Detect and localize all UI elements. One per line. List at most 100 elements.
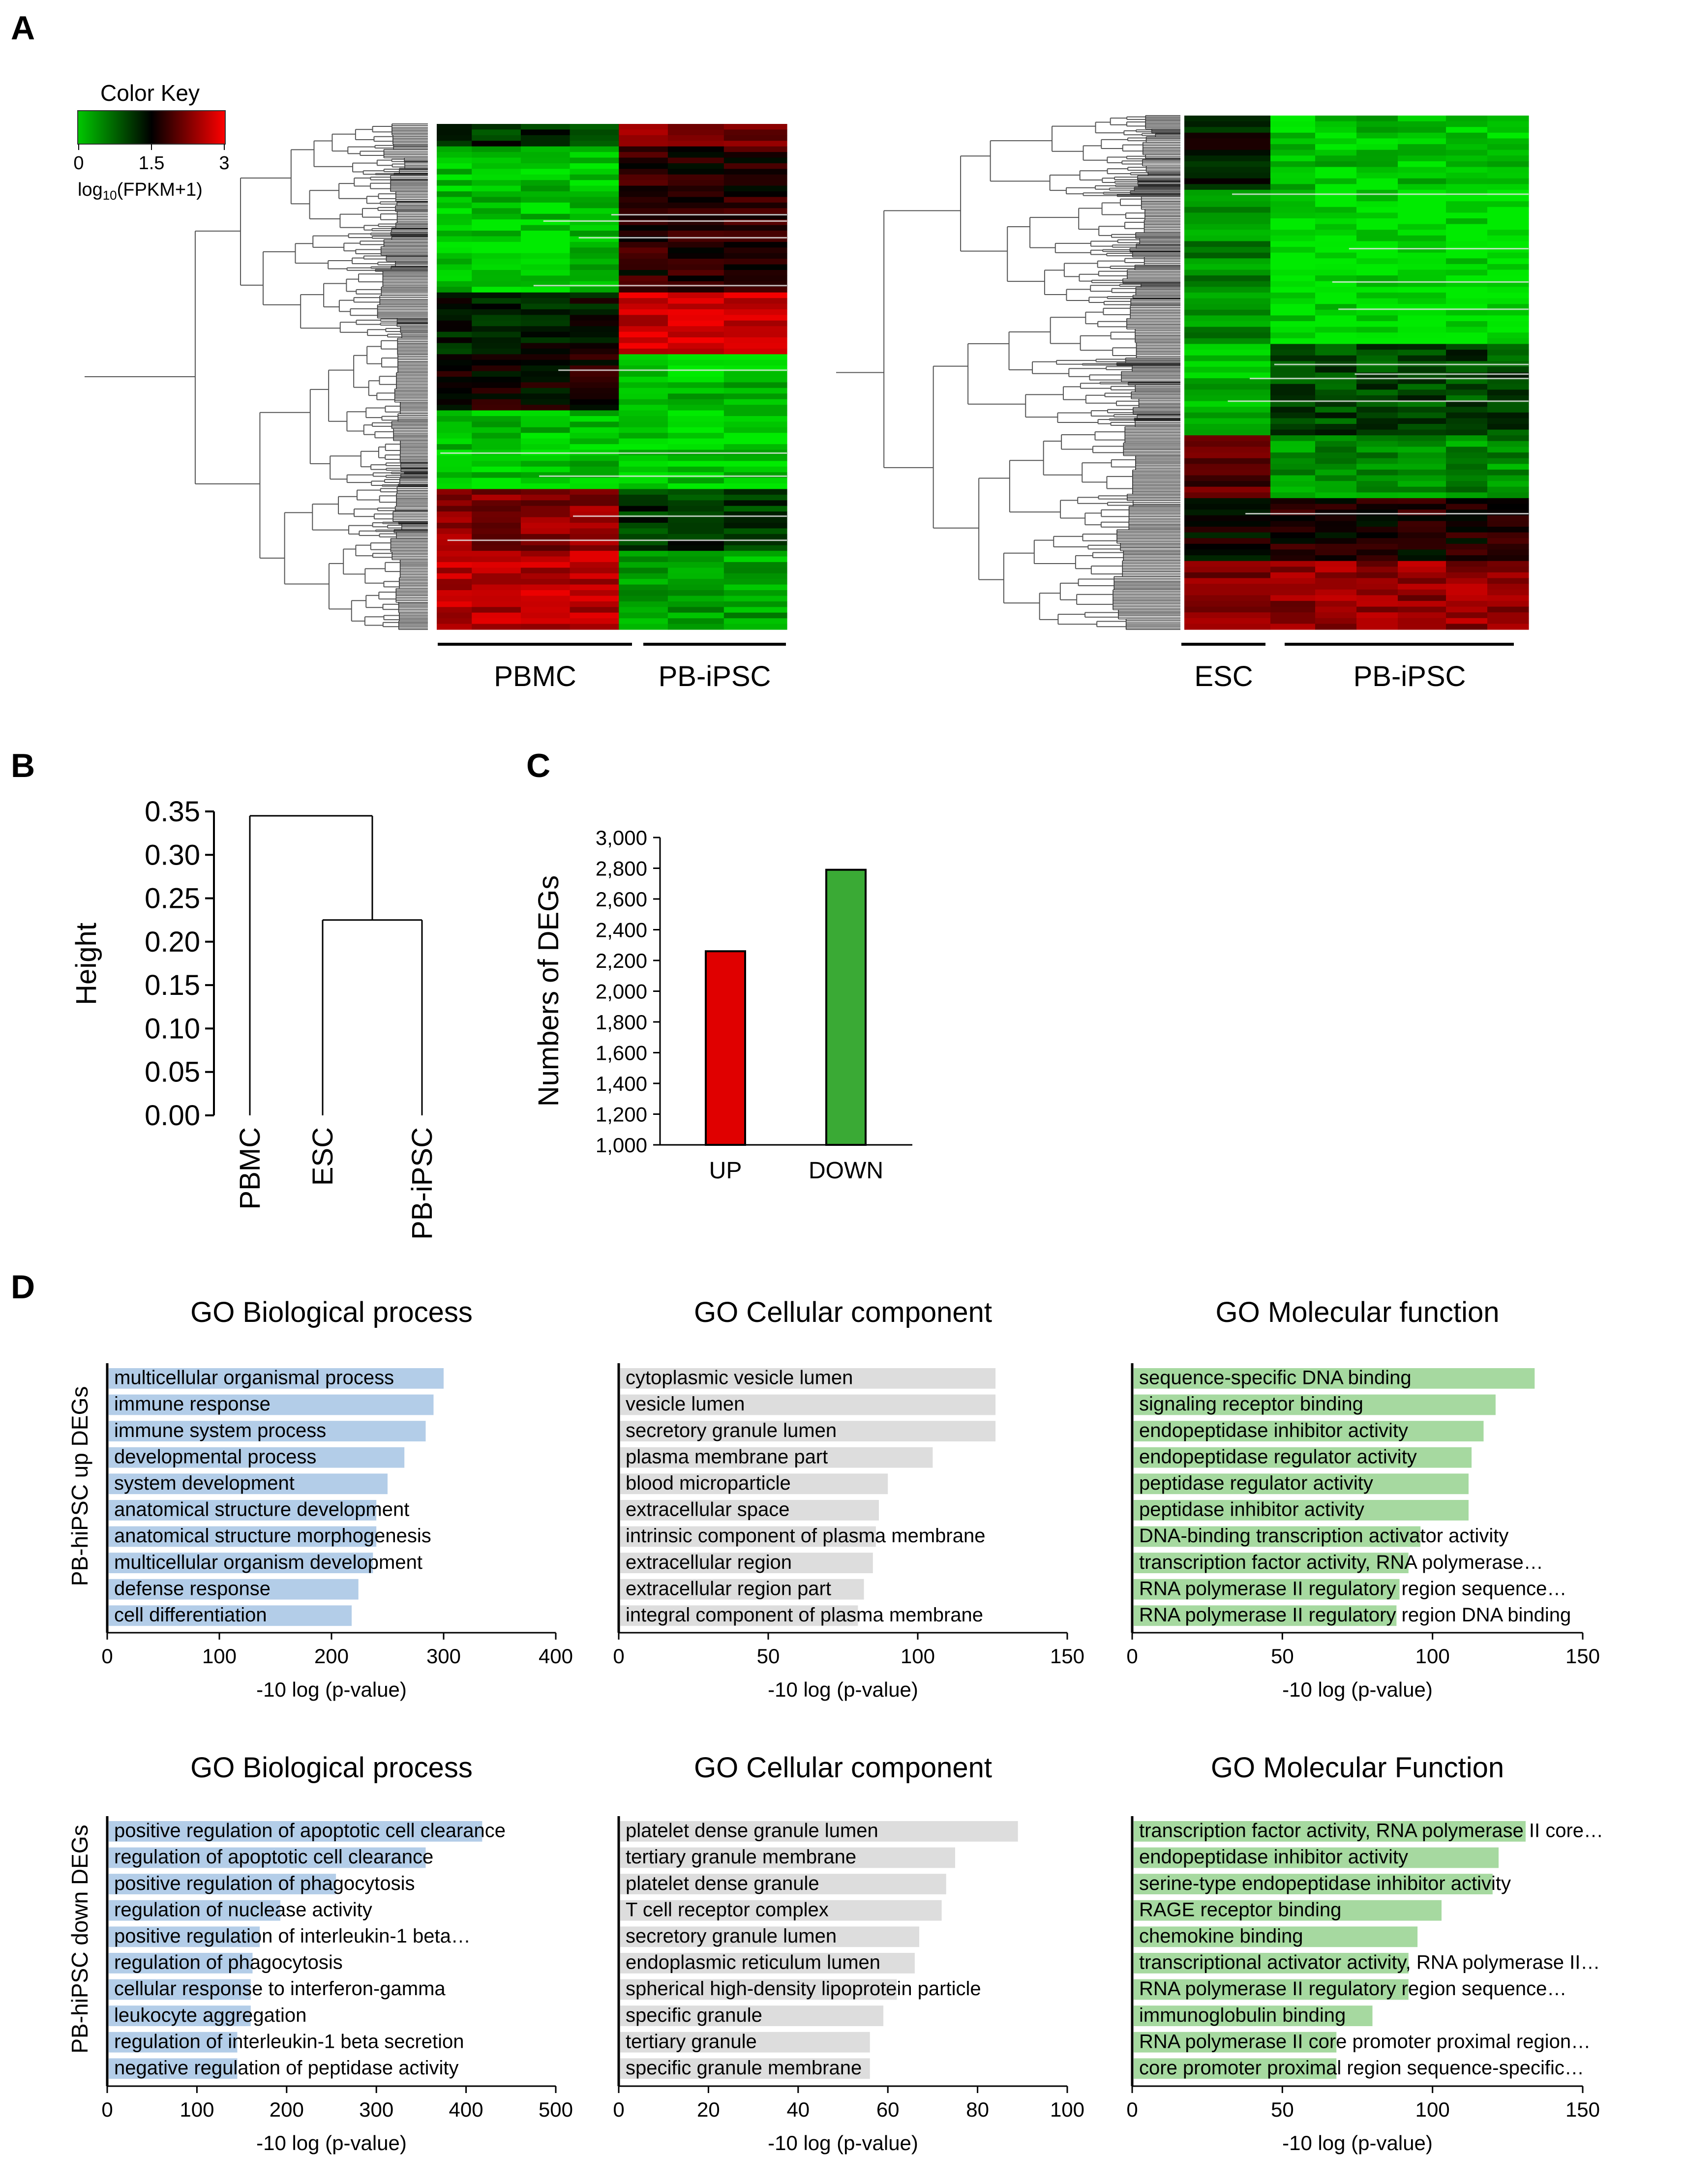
- left-heatmap-cell: [723, 337, 787, 343]
- go-d-up-bp-x-tick-label: 400: [539, 1645, 573, 1668]
- left-heatmap-cell: [472, 157, 521, 164]
- left-heatmap-cell: [667, 551, 724, 557]
- go-d-up-cc-x-tick-label: 100: [901, 1645, 935, 1668]
- left-heatmap-cell: [619, 180, 668, 186]
- left-heatmap-cell: [520, 309, 571, 315]
- left-heatmap-cell: [619, 124, 668, 130]
- right-heatmap-cell: [1270, 606, 1316, 613]
- left-heatmap-cell: [472, 292, 521, 299]
- right-heatmap-cell: [1398, 407, 1446, 413]
- left-heatmap-cell: [437, 494, 472, 501]
- left-heatmap-cell: [619, 539, 668, 546]
- left-heatmap-cell: [437, 298, 472, 304]
- right-heatmap-cell: [1446, 132, 1488, 139]
- left-heatmap-cell: [667, 556, 724, 563]
- left-heatmap-cell: [667, 427, 724, 433]
- go-d-up-cc-bar: [620, 1368, 996, 1389]
- right-heatmap-cell: [1315, 127, 1357, 133]
- left-heatmap-cell: [437, 517, 472, 523]
- go-d-down-cc-x-tick-label: 80: [966, 2098, 989, 2121]
- go-d-down-mf-x-tick-label: 0: [1126, 2098, 1138, 2121]
- left-heatmap-cell: [619, 298, 668, 304]
- go-d-up-cc-bar: [620, 1394, 996, 1415]
- right-heatmap-cell: [1356, 344, 1398, 350]
- left-heatmap-cell: [472, 472, 521, 479]
- go-d-up-cc-bar-label: cytoplasmic vesicle lumen: [626, 1367, 853, 1389]
- right-heatmap-cell: [1398, 184, 1446, 190]
- go-d-up-bp-bar: [109, 1473, 388, 1495]
- left-heatmap-cell: [667, 573, 724, 579]
- right-heatmap-cell: [1184, 309, 1271, 316]
- left-heatmap-cell: [472, 421, 521, 428]
- right-heatmap-cell: [1270, 384, 1316, 390]
- go-d-down-cc-x-tick-label: 60: [876, 2098, 900, 2121]
- right-heatmap-cell: [1315, 224, 1357, 230]
- left-heatmap-cell: [723, 596, 787, 602]
- right-heatmap-cell: [1356, 429, 1398, 436]
- right-heatmap-cell: [1398, 178, 1446, 184]
- right-heatmap-cell: [1184, 304, 1271, 310]
- go-d-down-mf-title: GO Molecular Function: [1211, 1752, 1504, 1784]
- right-heatmap-cell: [1398, 618, 1446, 624]
- left-heatmap-cell: [619, 517, 668, 523]
- left-heatmap-cell: [520, 259, 571, 265]
- left-heatmap-cell: [520, 163, 571, 169]
- right-heatmap-cell: [1315, 350, 1357, 356]
- right-heatmap-cell: [1184, 624, 1271, 630]
- left-heatmap-cell: [667, 163, 724, 169]
- right-heatmap-cell: [1446, 155, 1488, 162]
- right-heatmap-cell: [1487, 241, 1529, 247]
- right-heatmap-cell: [1184, 452, 1271, 459]
- right-heatmap-cell: [1487, 264, 1529, 270]
- left-heatmap-cell: [667, 438, 724, 445]
- right-heatmap-cell: [1356, 498, 1398, 505]
- panel-c-bar: [705, 950, 746, 1146]
- right-heatmap-cell: [1315, 138, 1357, 145]
- left-heatmap-cell: [570, 208, 619, 214]
- left-heatmap-cell: [520, 388, 571, 394]
- left-heatmap-cell: [723, 247, 787, 254]
- right-heatmap-cell: [1184, 401, 1271, 407]
- go-d-up-mf-bar: [1134, 1473, 1469, 1495]
- left-heatmap-cell: [437, 624, 472, 630]
- go-d-down-mf-bar-label: RNA polymerase II regulatory region sequ…: [1139, 1978, 1566, 2000]
- left-heatmap-cell: [520, 421, 571, 428]
- right-heatmap-cell: [1356, 532, 1398, 539]
- left-heatmap-cell: [667, 270, 724, 276]
- right-heatmap-cell: [1184, 241, 1271, 247]
- go-d-down-bp-x-tick-label: 0: [101, 2098, 113, 2121]
- right-heatmap-cell: [1487, 327, 1529, 333]
- right-heatmap-cell: [1356, 224, 1398, 230]
- left-heatmap-cell: [723, 309, 787, 315]
- right-heatmap-cell: [1356, 401, 1398, 407]
- left-heatmap-cell: [667, 359, 724, 366]
- right-heatmap-cell: [1315, 366, 1357, 373]
- left-heatmap-cell: [437, 433, 472, 439]
- left-heatmap-cell: [472, 478, 521, 484]
- right-heatmap-cell: [1446, 350, 1488, 356]
- right-heatmap-cell: [1446, 252, 1488, 259]
- go-d-down-mf-bar: [1134, 2032, 1337, 2053]
- left-heatmap-cell: [472, 247, 521, 254]
- left-heatmap-cell: [667, 399, 724, 405]
- right-heatmap-cell: [1184, 121, 1271, 127]
- left-heatmap-cell: [667, 607, 724, 613]
- go-d-up-cc-title: GO Cellular component: [694, 1296, 992, 1328]
- right-heatmap-cell: [1487, 572, 1529, 579]
- left-heatmap-cell: [472, 253, 521, 259]
- left-heatmap-cell: [570, 607, 619, 613]
- right-heatmap-cell: [1446, 161, 1488, 168]
- left-heatmap-cell: [437, 275, 472, 282]
- left-heatmap-cell: [619, 303, 668, 310]
- left-heatmap-cell: [619, 545, 668, 551]
- left-heatmap-cell: [520, 624, 571, 630]
- go-d-down-mf-bar: [1134, 1979, 1409, 2000]
- right-heatmap-cell: [1398, 441, 1446, 447]
- right-heatmap-cell: [1270, 195, 1316, 202]
- left-heatmap-cell: [472, 180, 521, 186]
- right-heatmap-cell: [1487, 486, 1529, 493]
- left-heatmap-cell: [520, 371, 571, 377]
- left-heatmap-cell: [570, 287, 619, 293]
- right-heatmap-cell: [1398, 201, 1446, 208]
- go-d-up-mf-bar-label: endopeptidase regulator activity: [1139, 1446, 1417, 1467]
